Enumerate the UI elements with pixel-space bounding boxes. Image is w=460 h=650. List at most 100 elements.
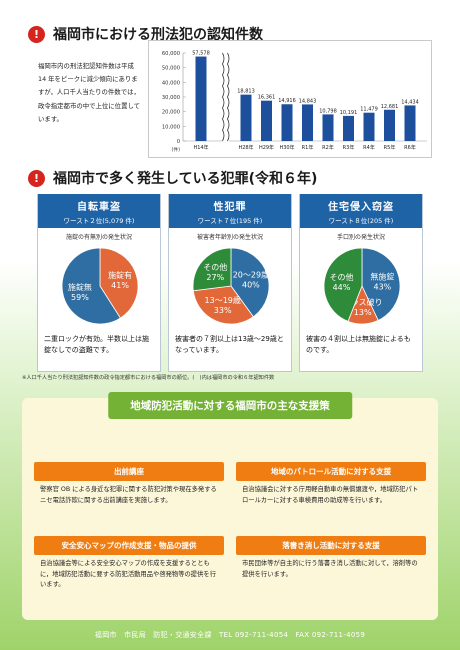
crime-card: 自転車盗 ワースト２位(5,079 件) 施錠の有無別の発生状況施錠有 41% 施錠…	[37, 194, 161, 372]
pie-slice	[230, 247, 270, 318]
section2-title: 福岡市で多く発生している犯罪(令和６年)	[53, 171, 318, 187]
pie-slice-percent: 41%	[111, 281, 129, 290]
pie-slice-label: その他	[329, 272, 353, 282]
card-subtitle: ワースト２位(5,079 件)	[63, 217, 135, 225]
support-title: 地域防犯活動に対する福岡市の主な支援策	[108, 392, 352, 419]
y-tick-label: 50,000	[162, 66, 180, 72]
crime-count-bar-chart: 60,000 50,000 40,000 30,000 20,000 10,000 0(件)…	[162, 51, 427, 153]
support-item-body: 市民団体等が自主的に行う落書き消し活動に対して，溶剤等の提供を行います。	[242, 560, 418, 578]
card-title: 自転車盗	[77, 202, 121, 213]
crime-card: 性犯罪 ワースト７位(195 件) 被害者年齢別の発生状況 20～29歳 40% 13…	[168, 194, 292, 372]
section1-heading: ! 福岡市における刑法犯の認知件数	[28, 24, 263, 44]
card-note: 二重ロックが有効。半数以上は施錠なしでの盗難です。	[44, 335, 149, 354]
category-label: R5年	[384, 144, 396, 151]
y-tick-label: 0	[177, 139, 180, 145]
y-tick-label: 10,000	[162, 124, 180, 130]
card-note: 被害者の７割以上は13歳～29歳となっています。	[175, 335, 284, 354]
ranking-footnote: ※人口千人当たり刑法犯認知件数の政令指定都市における福岡市の順位。( )内は福岡…	[22, 375, 275, 381]
card-title: 住宅侵入窃盗	[328, 202, 394, 213]
pie-slice-percent: 44%	[333, 283, 351, 292]
pie-slice	[323, 247, 363, 322]
bar-value-label: 14,434	[401, 99, 419, 105]
y-unit-label: (件)	[171, 146, 180, 153]
card-subtitle: ワースト７位(195 件)	[197, 217, 263, 225]
card-subtitle: ワースト８位(205 件)	[328, 217, 394, 225]
y-tick-label: 40,000	[162, 80, 180, 86]
category-label: R6年	[404, 144, 416, 151]
crime-count-chart: 60,000 50,000 40,000 30,000 20,000 10,000 0 (件)…	[148, 40, 432, 158]
section2-heading: ! 福岡市で多く発生している犯罪(令和６年)	[28, 168, 317, 188]
pie-slice	[61, 247, 121, 325]
support-item-body: 警察官 OB による身近な犯罪に関する防犯対策や現在多発するニセ電話詐欺に関する…	[40, 486, 217, 504]
pie-slice	[192, 285, 254, 325]
pie-slice-label: 施錠有	[108, 270, 132, 280]
card-title: 性犯罪	[213, 202, 247, 213]
pie-chart-title: 手口別の発生状況	[336, 234, 385, 241]
bar-value-label: 12,681	[381, 104, 399, 110]
bar-value-label: 18,813	[237, 89, 255, 95]
bar	[261, 100, 272, 141]
bar	[322, 114, 334, 141]
support-item-title: 落書き消し活動に対する支援	[236, 536, 426, 555]
crime-card: 住宅侵入窃盗 ワースト８位(205 件) 手口別の発生状況無施錠 43% ガラス破り…	[299, 194, 423, 372]
bar-value-label: 10,191	[340, 110, 358, 116]
bar	[404, 105, 416, 141]
pie-slice-label: 20～29歳	[233, 270, 269, 280]
axis-break-mark	[227, 52, 230, 142]
pie-slice-label: ガラス破り	[343, 297, 383, 307]
section1-intro: 福岡市内の刑法犯認知件数は平成 14 年をピークに減少傾向にありますが，人口千人…	[38, 62, 141, 123]
bar	[195, 56, 207, 141]
card-header: 自転車盗 ワースト２位(5,079 件)	[38, 194, 160, 228]
axis-break-gap	[222, 53, 229, 142]
y-tick-label: 30,000	[162, 95, 180, 101]
pie-slice-percent: 27%	[206, 273, 224, 282]
bar-value-label: 14,916	[278, 98, 296, 104]
category-label: R4年	[363, 144, 375, 151]
pie-slice	[192, 247, 232, 292]
support-item-graffiti: 落書き消し活動に対する支援 市民団体等が自主的に行う落書き消し活動に対して，溶剤…	[236, 536, 426, 580]
support-item-lecture: 出前講座 警察官 OB による身近な犯罪に関する防犯対策や現在多発するニセ電話詐…	[34, 462, 224, 506]
bar	[240, 94, 252, 141]
support-item-title: 安全安心マップの作成支援・物品の提供	[34, 536, 224, 555]
alert-icon: !	[28, 169, 45, 187]
category-label: R2年	[322, 144, 334, 151]
y-tick-label: 20,000	[162, 110, 180, 116]
bar-value-label: 57,578	[192, 51, 210, 57]
bar	[281, 104, 293, 141]
card-header: 住宅侵入窃盗 ワースト８位(205 件)	[300, 194, 422, 228]
category-label: H29年	[259, 144, 274, 151]
support-item-body: 自治協議会に対する庁用軽自動車の無償譲渡や，地域防犯パトロールカーに対する車検費…	[242, 486, 419, 504]
y-tick-label: 60,000	[162, 51, 180, 57]
section1-title: 福岡市における刑法犯の認知件数	[53, 27, 263, 43]
card-note: 被害の４割以上は無施錠によるものです。	[306, 335, 411, 354]
bar	[343, 115, 354, 141]
pie-slice-percent: 33%	[214, 306, 232, 315]
pie-chart-title: 施錠の有無別の発生状況	[65, 234, 132, 241]
pie-slice-label: その他	[203, 262, 227, 272]
support-item-title: 地域のパトロール活動に対する支援	[236, 462, 426, 481]
bar-value-label: 14,843	[299, 98, 317, 104]
bar-value-label: 11,479	[360, 107, 378, 113]
pie-slice-label: 無施錠	[370, 271, 394, 281]
support-item-safety-map: 安全安心マップの作成支援・物品の提供 自治協議会等による安全安心マップの作成を支…	[34, 536, 224, 591]
bar-value-label: 16,361	[258, 95, 276, 101]
axis-break-mark	[222, 52, 225, 142]
pie-slice-percent: 40%	[242, 281, 260, 290]
pie-slice-label: 施錠無	[68, 282, 92, 292]
pie-slice	[361, 247, 401, 321]
bar	[302, 104, 313, 141]
bar	[363, 112, 375, 141]
footer-contact: 福岡市 市民局 防犯・交通安全課 TEL 092-711-4054 FAX 09…	[94, 631, 366, 639]
bar-value-label: 10,798	[319, 108, 337, 114]
pie-slice-label: 13～19歳	[205, 295, 241, 305]
support-item-title: 出前講座	[34, 462, 224, 481]
category-label: R1年	[302, 144, 314, 151]
support-item-patrol: 地域のパトロール活動に対する支援 自治協議会に対する庁用軽自動車の無償譲渡や，地…	[236, 462, 426, 506]
pie-slice-percent: 59%	[71, 293, 89, 302]
card-header: 性犯罪 ワースト７位(195 件)	[169, 194, 291, 228]
support-item-body: 自治協議会等による安全安心マップの作成を支援するとともに，地域防犯活動に要する防…	[40, 560, 216, 588]
category-label: H14年	[193, 144, 208, 151]
